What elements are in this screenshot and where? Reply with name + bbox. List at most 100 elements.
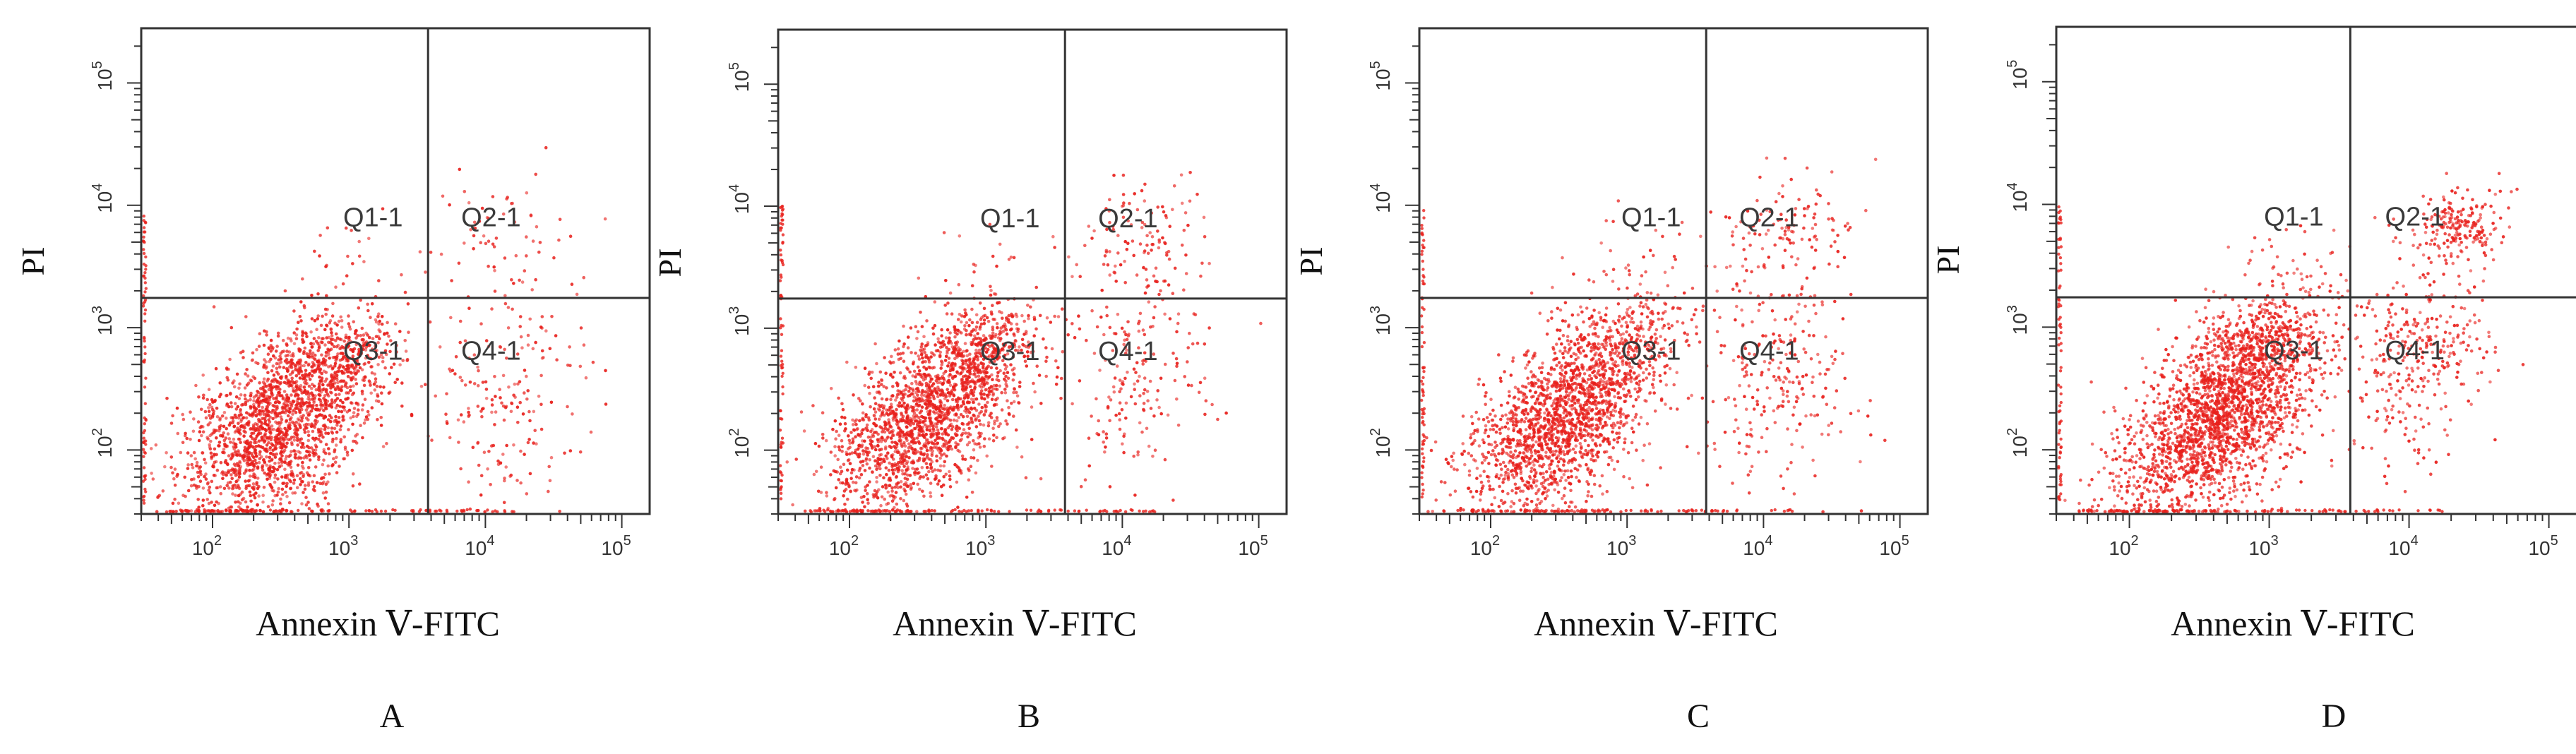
- event-dot: [1027, 313, 1030, 318]
- event-dot: [256, 465, 260, 469]
- event-dot: [143, 230, 147, 234]
- event-dot: [242, 416, 245, 420]
- event-dot: [926, 438, 929, 442]
- event-dot: [845, 480, 849, 484]
- event-dot: [320, 371, 324, 376]
- event-dot: [976, 458, 979, 462]
- event-dot: [876, 496, 880, 500]
- event-dot: [294, 433, 299, 437]
- event-dot: [379, 353, 383, 357]
- event-dot: [434, 509, 437, 513]
- event-dot: [833, 496, 837, 501]
- event-dot: [327, 340, 330, 345]
- event-dot: [1087, 225, 1091, 228]
- event-dot: [251, 351, 255, 355]
- event-dot: [222, 411, 227, 414]
- event-dot: [285, 445, 288, 448]
- event-dot: [1143, 388, 1147, 392]
- event-dot: [582, 343, 586, 347]
- event-dot: [351, 472, 355, 476]
- event-dot: [974, 342, 978, 347]
- event-dot: [249, 493, 253, 498]
- event-dot: [285, 494, 289, 498]
- event-dot: [946, 301, 950, 305]
- event-dot: [919, 374, 923, 378]
- event-dot: [525, 235, 528, 239]
- event-dot: [1105, 313, 1109, 318]
- event-dot: [824, 438, 828, 443]
- event-dot: [347, 314, 350, 318]
- event-dot: [244, 479, 248, 483]
- event-dot: [863, 439, 866, 443]
- event-dot: [938, 409, 943, 414]
- event-dot: [457, 441, 460, 444]
- event-dot: [262, 412, 266, 416]
- event-dot: [926, 412, 931, 417]
- event-dot: [902, 459, 905, 463]
- event-dot: [905, 411, 908, 414]
- event-dot: [510, 278, 513, 282]
- event-dot: [1121, 173, 1126, 177]
- event-dot: [225, 404, 229, 407]
- event-dot: [877, 381, 881, 384]
- event-dot: [982, 413, 986, 417]
- event-dot: [929, 380, 932, 384]
- event-dot: [821, 433, 825, 436]
- event-dot: [1099, 315, 1103, 319]
- event-dot: [899, 480, 903, 484]
- event-dot: [528, 419, 532, 423]
- event-dot: [934, 474, 938, 478]
- event-dot: [1004, 419, 1008, 423]
- event-dot: [251, 412, 255, 416]
- event-dot: [937, 479, 941, 483]
- event-dot: [914, 387, 919, 391]
- event-dot: [313, 249, 316, 253]
- event-dot: [338, 393, 341, 396]
- event-dot: [582, 275, 585, 280]
- event-dot: [215, 407, 219, 410]
- event-dot: [926, 477, 930, 481]
- event-dot: [323, 394, 327, 397]
- event-dot: [967, 478, 971, 482]
- event-dot: [297, 397, 302, 401]
- event-dot: [1173, 266, 1177, 270]
- event-dot: [934, 443, 938, 446]
- event-dot: [336, 381, 340, 384]
- event-dot: [1098, 369, 1102, 372]
- event-dot: [347, 428, 350, 431]
- event-dot: [1118, 401, 1122, 405]
- event-dot: [870, 428, 874, 431]
- event-dot: [1197, 390, 1201, 395]
- event-dot: [285, 429, 289, 433]
- event-dot: [1124, 401, 1128, 405]
- event-dot: [917, 357, 922, 361]
- event-dot: [1095, 431, 1099, 436]
- event-dot: [997, 301, 1001, 304]
- event-dot: [914, 414, 919, 417]
- event-dot: [880, 383, 883, 386]
- event-dot: [970, 388, 974, 393]
- event-dot: [340, 319, 344, 323]
- event-dot: [531, 239, 535, 243]
- event-dot: [1049, 321, 1053, 324]
- event-dot: [238, 460, 242, 464]
- event-dot: [982, 306, 986, 311]
- event-dot: [837, 478, 840, 481]
- event-dot: [218, 426, 222, 431]
- event-dot: [965, 359, 968, 363]
- event-dot: [1114, 413, 1118, 417]
- event-dot: [287, 378, 290, 382]
- event-dot: [932, 366, 936, 369]
- event-dot: [947, 357, 951, 360]
- event-dot: [875, 476, 878, 479]
- x-tick-label: 104: [465, 533, 494, 559]
- event-dot: [503, 510, 507, 514]
- event-dot: [891, 471, 895, 474]
- event-dot: [833, 419, 837, 423]
- event-dot: [296, 428, 299, 432]
- event-dot: [265, 455, 268, 459]
- event-dot: [220, 414, 225, 418]
- event-dot: [233, 483, 237, 487]
- event-dot: [967, 364, 970, 367]
- event-dot: [1162, 210, 1166, 214]
